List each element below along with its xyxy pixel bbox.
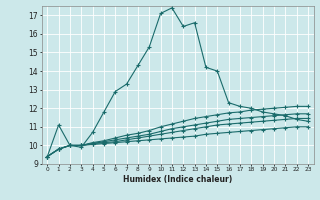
X-axis label: Humidex (Indice chaleur): Humidex (Indice chaleur) xyxy=(123,175,232,184)
